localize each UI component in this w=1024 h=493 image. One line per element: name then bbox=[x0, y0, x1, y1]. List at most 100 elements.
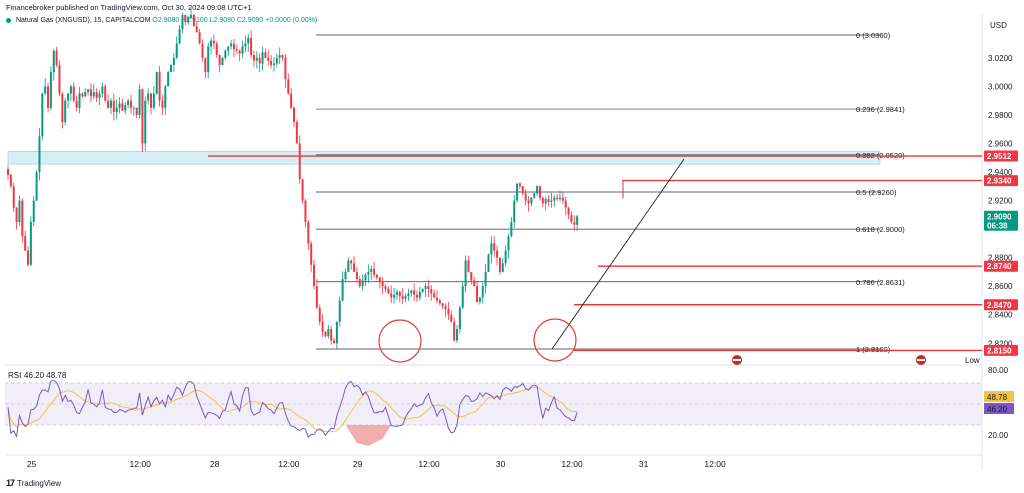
candle-body bbox=[81, 93, 84, 97]
candle bbox=[124, 102, 127, 114]
candle-body bbox=[564, 200, 567, 208]
candle bbox=[424, 282, 427, 297]
candle bbox=[167, 70, 170, 87]
candle bbox=[238, 49, 241, 62]
candle bbox=[232, 38, 235, 58]
brand-name: TradingView bbox=[17, 478, 62, 488]
candle-body bbox=[293, 107, 295, 123]
candle-body bbox=[250, 37, 253, 55]
candle-body bbox=[29, 221, 32, 265]
candle-body bbox=[318, 307, 321, 322]
candle bbox=[152, 85, 155, 111]
candle-body bbox=[504, 250, 507, 264]
candle bbox=[78, 87, 81, 114]
candle bbox=[290, 87, 293, 110]
economic-event-icon bbox=[916, 355, 926, 365]
candle bbox=[87, 88, 90, 96]
price-badge-value: 2.9512 bbox=[987, 152, 1012, 161]
candle bbox=[496, 245, 499, 266]
candle-body bbox=[341, 279, 344, 301]
candle bbox=[192, 13, 195, 27]
candle-body bbox=[184, 15, 187, 23]
time-axis-label: 12:00 bbox=[418, 459, 440, 469]
candle-body bbox=[290, 93, 293, 108]
candle bbox=[135, 107, 138, 119]
candle bbox=[541, 196, 544, 207]
candle-body bbox=[112, 100, 115, 113]
candle bbox=[210, 37, 213, 55]
candle bbox=[415, 290, 418, 303]
candle bbox=[576, 214, 579, 232]
candle-body bbox=[427, 286, 430, 290]
candle bbox=[47, 82, 50, 113]
candle-body bbox=[338, 300, 341, 322]
candle bbox=[72, 82, 75, 103]
price-badge-value: 2.8150 bbox=[987, 346, 1012, 355]
candle bbox=[29, 216, 32, 267]
currency-label[interactable]: USD bbox=[990, 21, 1007, 30]
candle bbox=[190, 8, 193, 20]
candle bbox=[467, 256, 470, 273]
price-badge-value: 2.8470 bbox=[987, 301, 1012, 310]
candle-body bbox=[258, 57, 261, 64]
candle bbox=[98, 89, 101, 105]
candle bbox=[518, 182, 521, 190]
candle-body bbox=[58, 64, 61, 94]
price-badge-countdown: 06:38 bbox=[987, 221, 1008, 230]
candle bbox=[58, 60, 61, 97]
candle bbox=[181, 12, 184, 34]
candle-body bbox=[381, 281, 384, 287]
candle-body bbox=[561, 197, 564, 201]
candle bbox=[544, 196, 547, 211]
candle bbox=[204, 57, 207, 79]
candle bbox=[170, 64, 173, 73]
candle-body bbox=[518, 183, 521, 187]
candle bbox=[89, 83, 92, 102]
candle-body bbox=[496, 250, 499, 258]
candle-body bbox=[98, 93, 101, 98]
candle bbox=[264, 48, 267, 59]
candle bbox=[378, 276, 381, 289]
candle bbox=[355, 267, 358, 282]
candle-body bbox=[553, 197, 556, 201]
candle-body bbox=[333, 340, 336, 344]
candle bbox=[121, 98, 124, 111]
candle bbox=[138, 84, 141, 119]
candle bbox=[473, 276, 476, 287]
candle bbox=[32, 195, 35, 227]
candle bbox=[64, 97, 67, 126]
candle-body bbox=[255, 57, 258, 61]
candle-body bbox=[350, 260, 353, 264]
price-axis-label: 2.9200 bbox=[988, 197, 1013, 206]
rsi-oversold-fill bbox=[345, 425, 392, 446]
rsi-line bbox=[7, 379, 578, 439]
candle-body bbox=[415, 294, 418, 298]
price-badge-value: 2.9340 bbox=[987, 177, 1012, 186]
candle-body bbox=[135, 107, 138, 115]
candle-body bbox=[501, 263, 504, 272]
candle-body bbox=[310, 243, 313, 265]
time-axis-label: 12:00 bbox=[561, 459, 583, 469]
fib-level-label: 0.786 (2.8631) bbox=[856, 278, 905, 287]
candle-body bbox=[47, 86, 50, 108]
symbol-name[interactable]: Natural Gas (XNGUSD), 15, CAPITALCOM bbox=[15, 17, 151, 24]
candle-body bbox=[101, 86, 104, 94]
candle-body bbox=[15, 207, 18, 222]
candle-body bbox=[558, 197, 561, 200]
candle-body bbox=[536, 186, 539, 194]
candle-body bbox=[524, 193, 527, 201]
candle-body bbox=[573, 221, 576, 225]
candle-body bbox=[175, 43, 178, 58]
candle bbox=[298, 135, 301, 184]
candle bbox=[481, 282, 484, 304]
candle-body bbox=[129, 100, 132, 108]
candle bbox=[184, 14, 187, 26]
candle-body bbox=[172, 57, 175, 65]
candle-body bbox=[38, 136, 41, 173]
candle-body bbox=[530, 197, 533, 204]
candle bbox=[513, 194, 516, 229]
candle bbox=[327, 324, 330, 339]
candle-body bbox=[247, 37, 250, 44]
candle bbox=[484, 263, 487, 294]
